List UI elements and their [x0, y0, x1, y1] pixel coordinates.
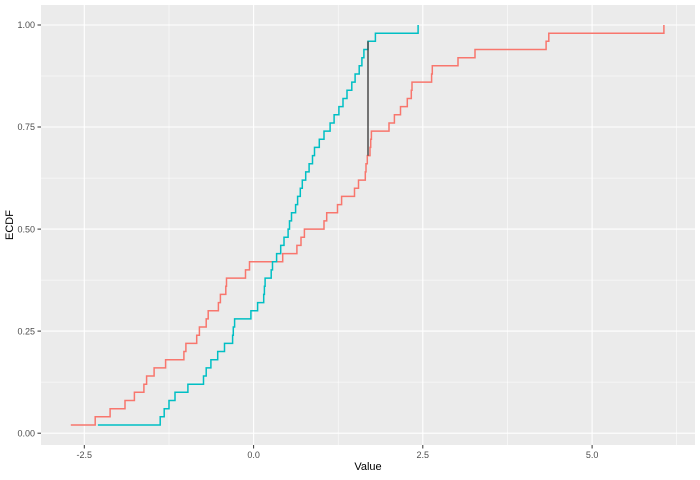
y-tick-label: 1.00 — [17, 20, 35, 30]
ecdf-step-lines — [70, 25, 665, 426]
x-axis-title: Value — [354, 461, 381, 473]
axis-tick-marks — [37, 24, 593, 449]
ecdf-line-red-sample — [70, 25, 665, 426]
major-gridlines — [41, 5, 695, 445]
axis-tick-labels: -2.5 0.0 2.5 5.0 0.00 0.25 0.50 0.75 1.00 — [17, 20, 598, 460]
y-axis-title: ECDF — [4, 210, 16, 240]
x-tick-label: 5.0 — [586, 450, 599, 460]
y-tick-label: 0.75 — [17, 122, 35, 132]
y-tick-label: 0.50 — [17, 224, 35, 234]
x-tick-label: -2.5 — [77, 450, 93, 460]
minor-gridlines — [41, 5, 695, 445]
ecdf-line-cyan-sample — [97, 25, 419, 426]
y-tick-label: 0.25 — [17, 326, 35, 336]
x-tick-label: 2.5 — [417, 450, 430, 460]
y-tick-label: 0.00 — [17, 428, 35, 438]
x-tick-label: 0.0 — [247, 450, 260, 460]
